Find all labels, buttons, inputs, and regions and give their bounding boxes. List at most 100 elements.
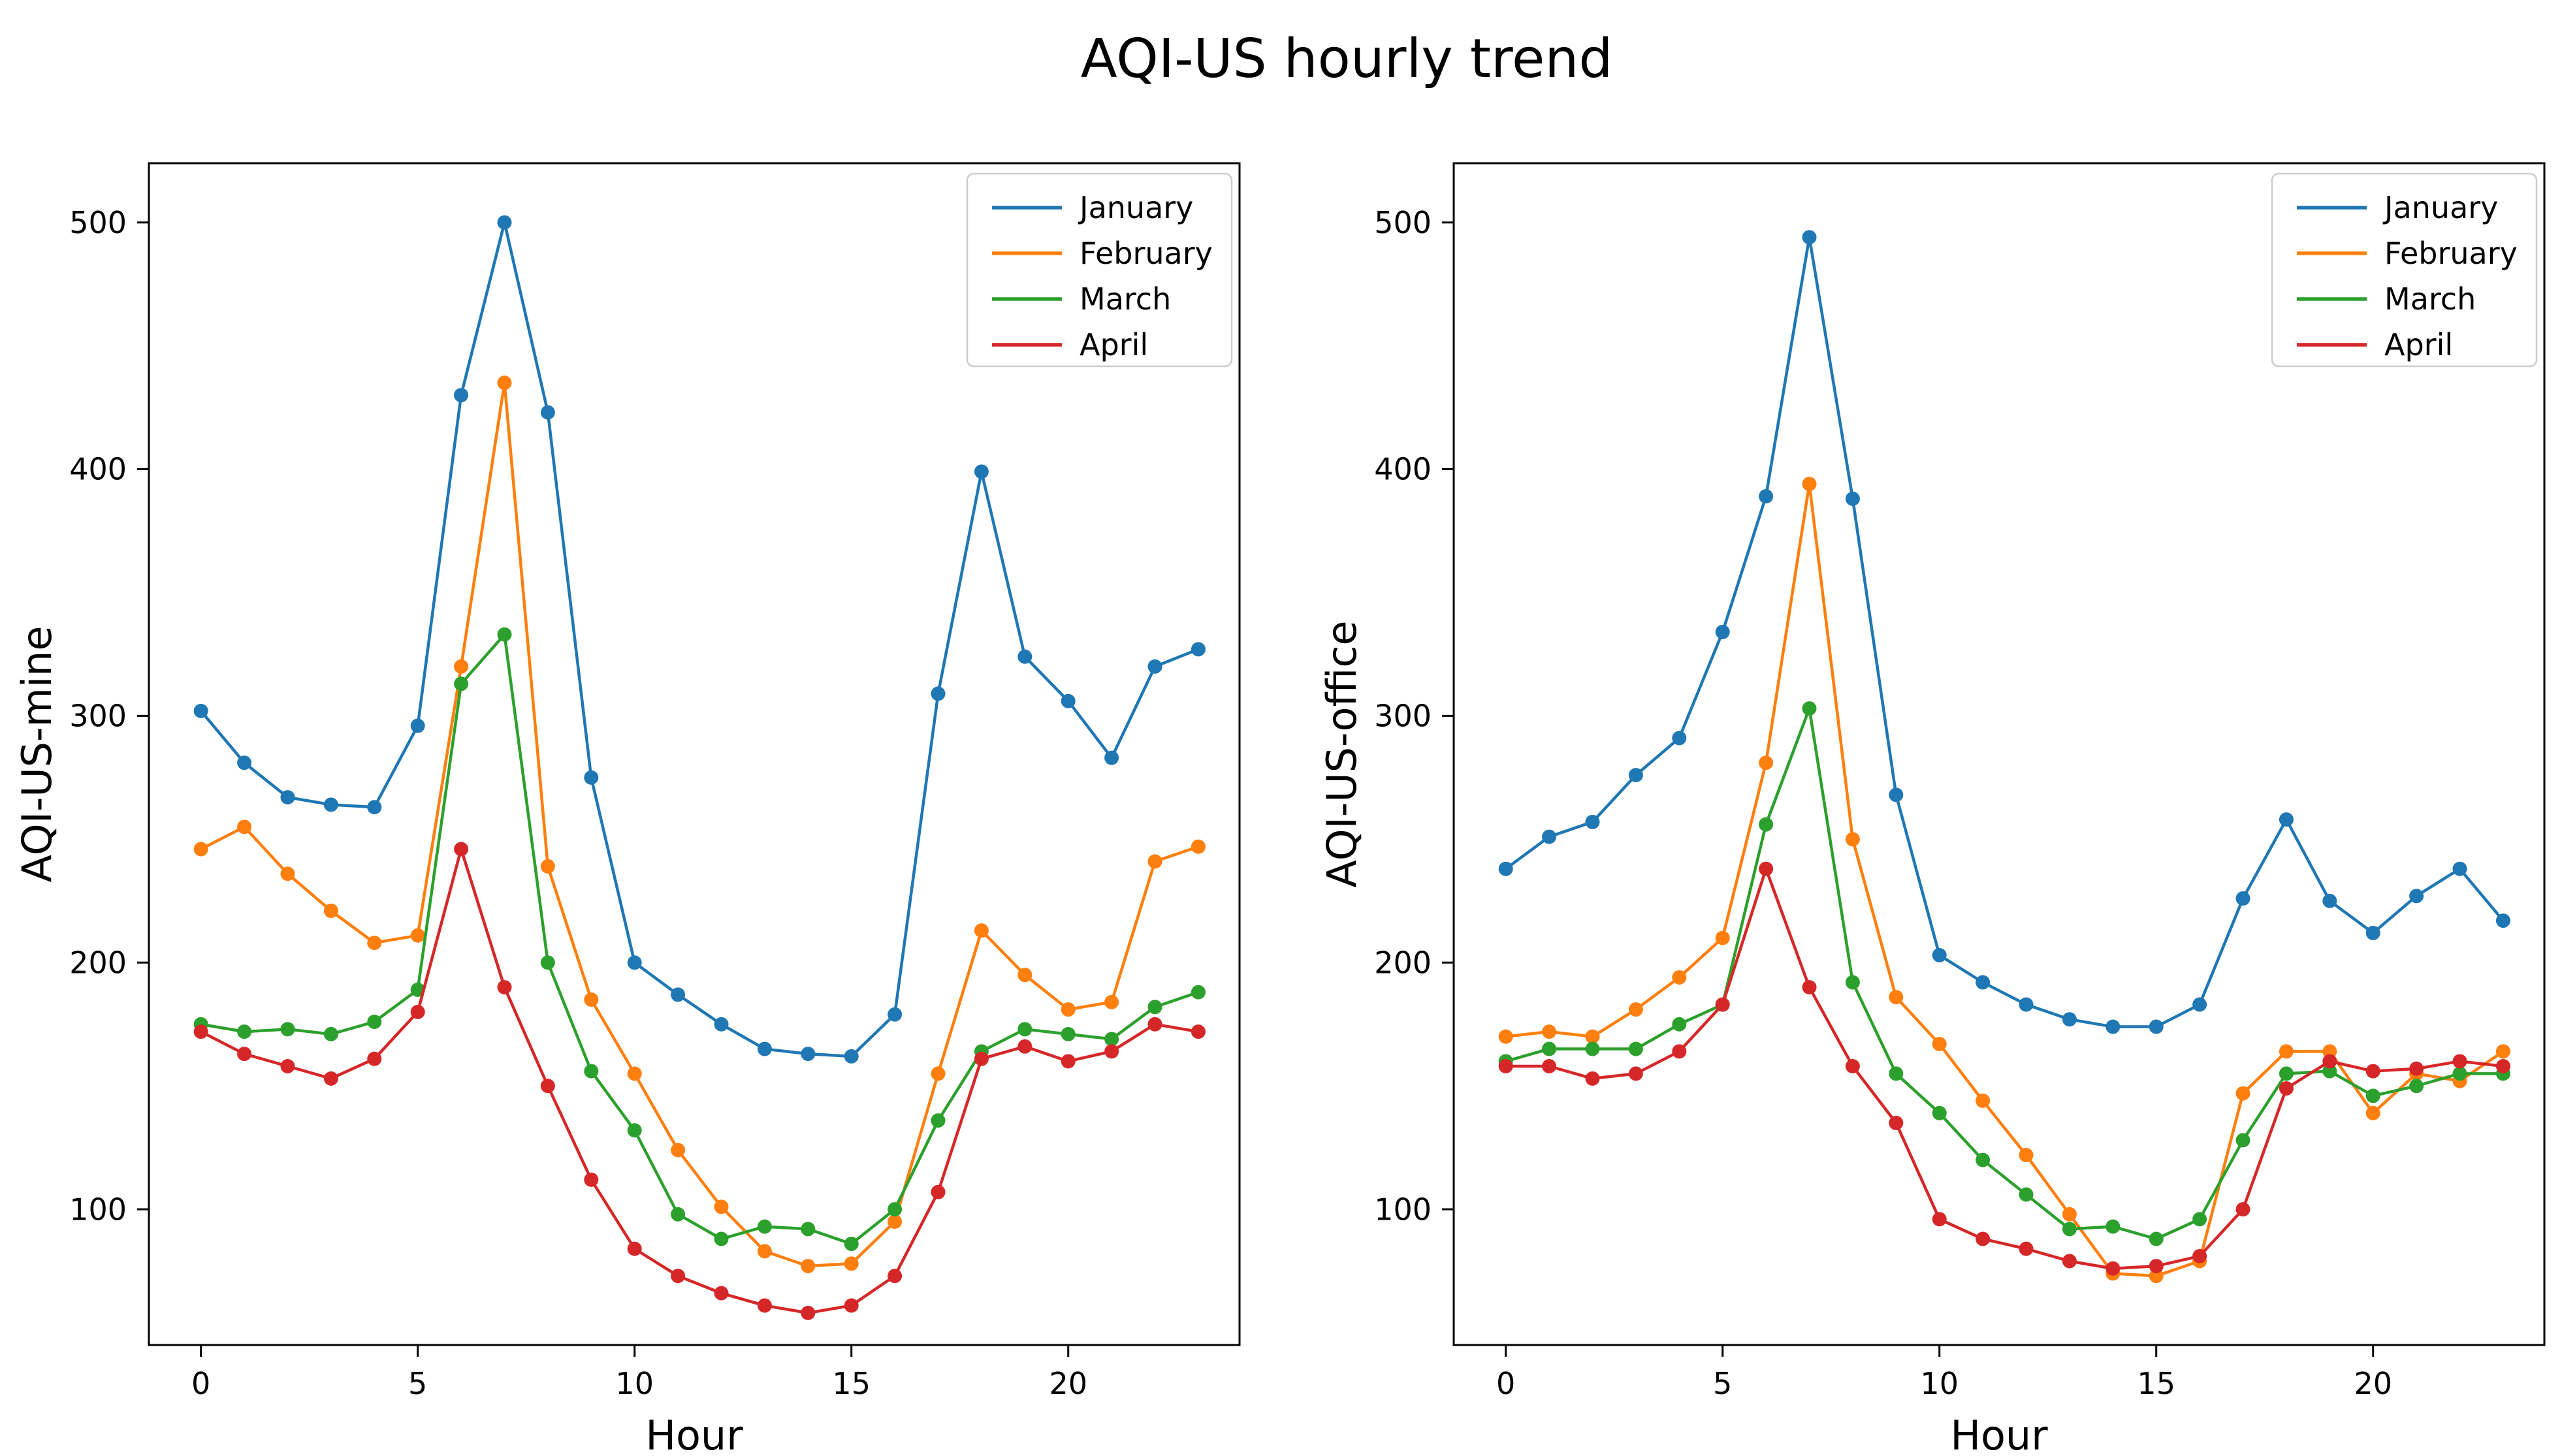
data-point <box>1017 1039 1033 1054</box>
y-tick-label: 500 <box>69 205 127 240</box>
data-point <box>801 1222 816 1237</box>
data-point <box>237 1047 252 1062</box>
data-point <box>1889 1115 1904 1130</box>
data-point <box>2322 1064 2337 1079</box>
series-line <box>199 221 1199 1058</box>
data-point <box>1104 1044 1119 1059</box>
x-tick-label: 10 <box>1920 1366 1959 1401</box>
data-point <box>1191 985 1206 1000</box>
data-point <box>2452 1054 2467 1069</box>
data-point <box>540 1079 555 1094</box>
legend-label: January <box>1078 190 1193 225</box>
data-point <box>193 1024 208 1039</box>
data-point <box>974 923 989 938</box>
data-point <box>540 405 555 420</box>
data-point <box>1889 787 1904 802</box>
legend-item-april: April <box>2297 327 2453 362</box>
data-point <box>280 790 295 805</box>
data-point <box>844 1237 859 1252</box>
data-point <box>2192 997 2207 1012</box>
x-tick-label: 5 <box>1713 1366 1732 1401</box>
data-point <box>1017 649 1033 664</box>
series-line <box>200 381 1199 1268</box>
data-point <box>1845 491 1860 506</box>
data-point <box>1147 854 1162 869</box>
data-point <box>2106 1261 2121 1276</box>
data-point <box>1932 1105 1947 1120</box>
data-point <box>1191 1024 1206 1039</box>
data-point <box>2019 997 2034 1012</box>
data-point <box>1715 624 1730 639</box>
data-point <box>323 903 338 918</box>
data-point <box>1542 1024 1557 1039</box>
x-tick-label: 15 <box>2137 1366 2175 1401</box>
data-point <box>2365 1064 2380 1079</box>
data-point <box>454 676 469 691</box>
data-point <box>2279 1066 2294 1081</box>
data-point <box>280 866 295 881</box>
data-point <box>1017 968 1033 983</box>
legend-item-january: January <box>2297 190 2498 225</box>
data-point <box>2062 1222 2077 1237</box>
legend-label: February <box>2384 236 2518 271</box>
data-point <box>2495 1044 2510 1059</box>
series-april <box>1498 861 2510 1276</box>
data-point <box>2409 1079 2424 1094</box>
data-point <box>410 718 425 733</box>
data-point <box>801 1305 816 1320</box>
legend-item-february: February <box>2297 236 2518 271</box>
data-point <box>714 1017 729 1032</box>
y-tick-label: 300 <box>1374 699 1432 734</box>
data-point <box>2235 891 2250 906</box>
data-point <box>671 1207 686 1222</box>
data-point <box>1845 975 1860 990</box>
data-point <box>1191 839 1206 854</box>
data-point <box>584 992 599 1007</box>
data-point <box>584 1172 599 1187</box>
data-point <box>540 955 555 970</box>
y-tick-label: 400 <box>69 452 127 487</box>
data-point <box>454 659 469 674</box>
data-point <box>1845 832 1860 847</box>
data-point <box>280 1059 295 1074</box>
data-point <box>1628 768 1643 783</box>
data-point <box>237 755 252 770</box>
data-point <box>1976 975 1991 990</box>
series-line <box>1505 236 2505 1028</box>
chart-office: 100 200 300 400 500 0 5 10 15 20 Hour AQI-US-office… <box>1318 162 2546 1456</box>
data-point <box>757 1219 772 1234</box>
data-point <box>2019 1148 2034 1163</box>
data-point <box>1976 1093 1991 1108</box>
data-point <box>844 1049 859 1064</box>
y-axis-label: AQI-US-mine <box>13 626 61 883</box>
data-point <box>2235 1086 2250 1101</box>
data-point <box>1147 1017 1162 1032</box>
data-point <box>2365 1105 2380 1120</box>
legend-item-january: January <box>992 190 1193 225</box>
data-point <box>2452 1066 2467 1081</box>
x-tick-label: 20 <box>2354 1366 2392 1401</box>
data-point <box>931 1113 946 1128</box>
series-february <box>193 375 1206 1274</box>
data-point <box>1802 477 1817 492</box>
data-point <box>1104 1032 1119 1047</box>
data-point <box>1628 1041 1643 1056</box>
data-point <box>1672 1044 1687 1059</box>
data-point <box>1672 970 1687 985</box>
data-point <box>410 1004 425 1019</box>
data-point <box>1759 861 1774 876</box>
legend-box <box>2271 172 2538 368</box>
series-january <box>193 215 1206 1064</box>
data-point <box>1498 1029 1513 1044</box>
data-point <box>1889 990 1904 1005</box>
data-point <box>2452 861 2467 876</box>
data-point <box>2409 889 2424 904</box>
y-tick-label: 100 <box>1374 1192 1432 1227</box>
legend-item-march: March <box>992 281 1171 317</box>
data-point <box>2495 1059 2510 1074</box>
data-point <box>1585 814 1600 829</box>
data-point <box>801 1259 816 1274</box>
chart-mine: 100 200 300 400 500 0 5 10 15 20 Hour AQI-US-mine Ja… <box>13 162 1241 1456</box>
